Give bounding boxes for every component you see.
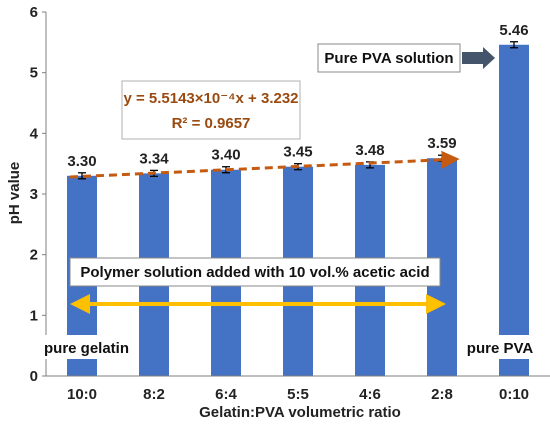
y-tick-label: 5	[30, 65, 38, 82]
x-tick-label: 8:2	[143, 386, 165, 403]
y-axis-title: pH value	[6, 162, 23, 225]
value-labels-layer: 3.30 3.34 3.40 3.45 3.48 3.59 5.46	[67, 22, 528, 170]
value-label: 3.59	[427, 135, 456, 152]
range-double-arrow	[70, 294, 446, 314]
equation-box: y = 5.5143×10⁻⁴x + 3.232 R² = 0.9657	[121, 80, 301, 140]
trendline-equation: y = 5.5143×10⁻⁴x + 3.232	[123, 90, 298, 107]
pure-pva-tag: pure PVA	[460, 335, 540, 359]
error-bar	[78, 172, 86, 180]
y-tick-label: 3	[30, 186, 38, 203]
x-tick-label: 6:4	[215, 386, 237, 403]
x-tick-labels: 10:0 8:2 6:4 5:5 4:6 2:8 0:10	[67, 386, 529, 403]
y-tick-label: 0	[30, 368, 38, 385]
y-tick-labels: 0 1 2 3 4 5 6	[30, 4, 39, 385]
x-tick-label: 0:10	[499, 386, 529, 403]
value-label: 3.40	[211, 147, 240, 164]
value-label: 5.46	[499, 22, 528, 39]
x-axis-title: Gelatin:PVA volumetric ratio	[199, 404, 401, 421]
pure-pva-label: pure PVA	[467, 340, 534, 357]
value-label: 3.30	[67, 153, 96, 170]
y-tick-label: 6	[30, 4, 38, 21]
trendline	[69, 150, 460, 179]
polymer-note-box: Polymer solution added with 10 vol.% ace…	[69, 257, 441, 287]
pure-pva-solution-callout: Pure PVA solution	[317, 43, 495, 73]
pure-gelatin-label: pure gelatin	[44, 340, 129, 357]
value-label: 3.34	[139, 150, 169, 167]
axes	[42, 11, 550, 377]
polymer-note-label: Polymer solution added with 10 vol.% ace…	[80, 264, 429, 281]
trendline-r-squared: R² = 0.9657	[172, 115, 251, 132]
x-tick-label: 5:5	[287, 386, 309, 403]
x-tick-label: 2:8	[431, 386, 453, 403]
y-tick-label: 2	[30, 247, 38, 264]
callout-arrow	[462, 47, 495, 69]
value-label: 3.48	[355, 142, 384, 159]
pure-pva-solution-label: Pure PVA solution	[324, 50, 453, 67]
error-bar	[510, 41, 518, 49]
pure-gelatin-tag: pure gelatin	[42, 335, 132, 359]
x-tick-label: 4:6	[359, 386, 381, 403]
x-tick-label: 10:0	[67, 386, 97, 403]
y-tick-label: 1	[30, 307, 38, 324]
value-label: 3.45	[283, 144, 312, 161]
y-tick-label: 4	[30, 125, 39, 142]
bar-0-10	[499, 44, 529, 376]
